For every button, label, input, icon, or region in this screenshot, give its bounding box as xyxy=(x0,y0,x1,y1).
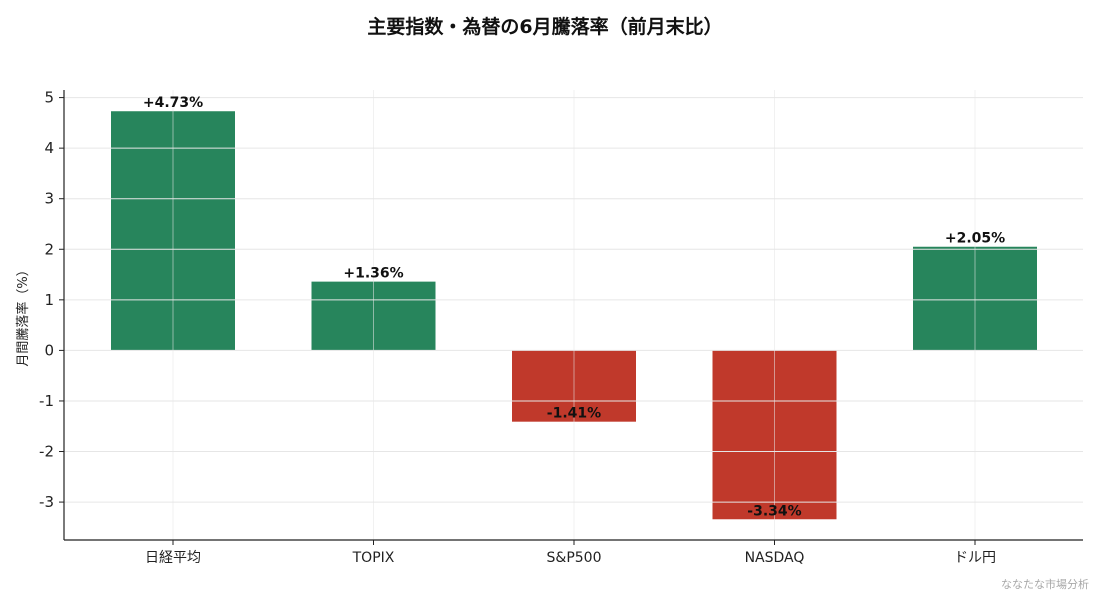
y-tick-label: 0 xyxy=(44,341,54,359)
x-tick-label: ドル円 xyxy=(954,550,996,566)
x-tick-label: TOPIX xyxy=(352,550,395,566)
data-label: -3.34% xyxy=(747,503,801,519)
y-tick-label: -1 xyxy=(39,392,54,410)
data-label: +2.05% xyxy=(945,231,1005,247)
y-tick-label: -2 xyxy=(39,443,54,461)
x-tick-label: 日経平均 xyxy=(145,550,201,566)
x-tick-label: NASDAQ xyxy=(745,550,805,566)
y-tick-label: 2 xyxy=(44,240,54,258)
x-tick-labels: 日経平均 TOPIX S&P500 NASDAQ ドル円 xyxy=(145,540,996,566)
y-tick-label: -3 xyxy=(39,493,54,511)
data-label: +4.73% xyxy=(143,95,203,111)
watermark: ななたな市場分析 xyxy=(1001,578,1089,591)
chart-title: 主要指数・為替の6月騰落率（前月末比） xyxy=(367,16,723,38)
y-tick-label: 5 xyxy=(44,89,54,107)
y-axis-label: 月間騰落率（%） xyxy=(15,263,31,366)
y-tick-label: 4 xyxy=(44,139,54,157)
y-tick-label: 1 xyxy=(44,291,54,309)
data-label: -1.41% xyxy=(547,406,601,422)
grid-lines xyxy=(64,90,1083,540)
x-tick-label: S&P500 xyxy=(547,550,602,566)
y-tick-label: 3 xyxy=(44,190,54,208)
y-tick-labels: 5 4 3 2 1 0 -1 -2 -3 xyxy=(39,89,64,511)
data-labels: +4.73% +1.36% -1.41% -3.34% +2.05% xyxy=(143,95,1005,519)
data-label: +1.36% xyxy=(343,266,403,282)
